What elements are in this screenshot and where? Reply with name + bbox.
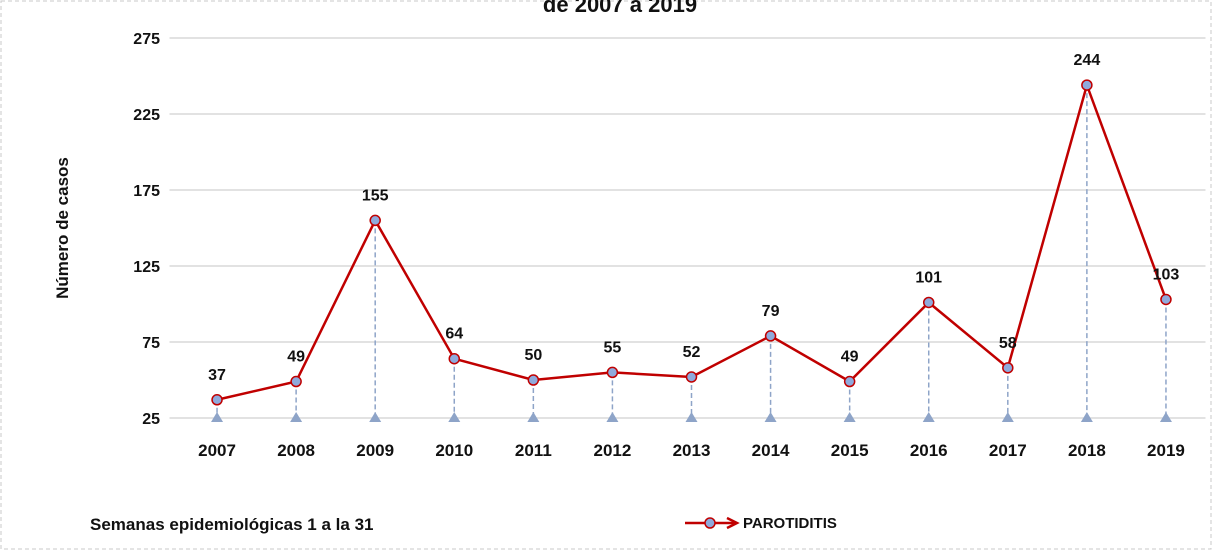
x-tick-label: 2013	[673, 441, 711, 460]
point	[843, 375, 856, 388]
drop-marker	[211, 412, 224, 422]
data-label: 58	[999, 335, 1017, 352]
data-label: 49	[841, 349, 859, 366]
y-tick-label: 75	[142, 335, 160, 352]
point	[1002, 362, 1014, 374]
data-label: 52	[683, 344, 701, 361]
drop-marker	[685, 412, 698, 422]
drop-marker	[922, 412, 935, 422]
point	[369, 214, 381, 227]
point	[764, 330, 777, 342]
data-label: 64	[445, 326, 463, 343]
y-tick-label: 275	[133, 31, 160, 48]
data-label: 50	[524, 347, 542, 364]
drop-marker	[527, 412, 540, 422]
data-label: 49	[287, 349, 305, 366]
point	[448, 352, 461, 365]
point	[1081, 79, 1093, 91]
x-tick-label: 2010	[435, 441, 473, 460]
drop-marker	[1001, 412, 1014, 422]
drop-marker	[448, 412, 461, 422]
x-tick-label: 2009	[356, 441, 394, 460]
drop-marker	[1159, 412, 1172, 422]
y-tick-label: 225	[133, 107, 160, 124]
data-label: 37	[208, 367, 226, 384]
x-tick-label: 2018	[1068, 441, 1106, 460]
point	[606, 366, 619, 379]
y-tick-label: 25	[142, 411, 160, 428]
point	[290, 375, 302, 388]
point	[211, 394, 223, 406]
data-label: 55	[604, 339, 622, 356]
y-tick-label: 175	[133, 183, 160, 200]
drop-marker	[369, 412, 382, 422]
data-label: 103	[1153, 266, 1180, 283]
x-tick-label: 2014	[752, 441, 790, 460]
data-label: 101	[915, 269, 942, 286]
point	[527, 374, 540, 386]
x-tick-label: 2008	[277, 441, 315, 460]
point	[922, 296, 935, 309]
x-tick-label: 2019	[1147, 441, 1185, 460]
legend-arrow	[726, 516, 740, 530]
x-tick-label: 2011	[515, 441, 552, 460]
chart-title: de 2007 a 2019	[543, 0, 697, 17]
drop-marker	[764, 412, 777, 422]
legend-label: PAROTIDITIS	[743, 515, 837, 532]
data-label: 79	[762, 303, 780, 320]
data-label: 244	[1074, 52, 1101, 69]
x-tick-label: 2007	[198, 441, 236, 460]
x-tick-label: 2016	[910, 441, 948, 460]
drop-marker	[290, 412, 303, 422]
x-tick-label: 2017	[989, 441, 1027, 460]
point	[685, 371, 698, 383]
x-tick-label: 2012	[594, 441, 632, 460]
drop-marker	[1080, 412, 1093, 422]
x-tick-label: 2015	[831, 441, 869, 460]
y-axis-label: Número de casos	[53, 157, 72, 299]
drop-marker	[843, 412, 856, 422]
data-label: 155	[362, 187, 389, 204]
drop-marker	[606, 412, 619, 422]
legend-marker	[704, 517, 716, 529]
y-tick-label: 125	[133, 259, 160, 276]
annotation: Semanas epidemiológicas 1 a la 31	[90, 515, 373, 534]
point	[1160, 293, 1172, 306]
